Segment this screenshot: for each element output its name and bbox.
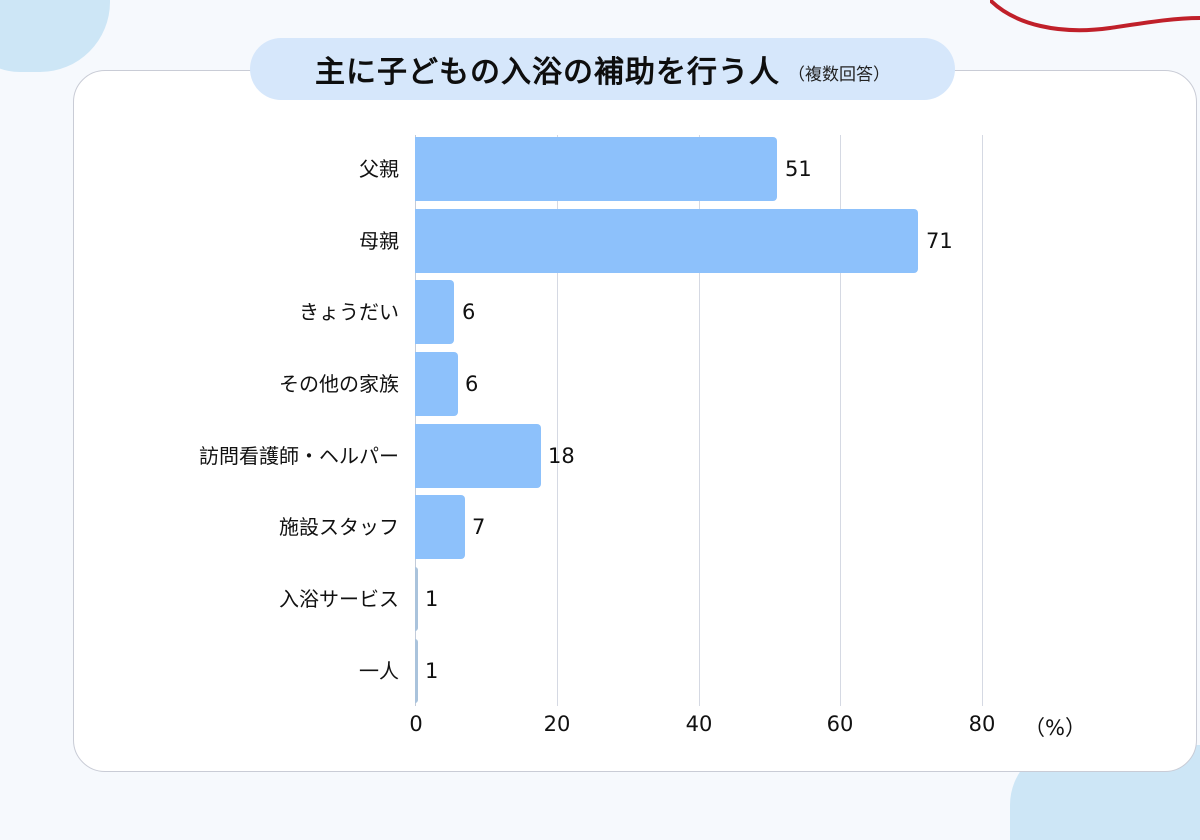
- x-axis-unit-label: （%）: [1024, 716, 1086, 740]
- bar-chart: 父親 51 母親 71 きょうだい 6 その他の家族 6 訪問看護師・ヘルパー …: [0, 135, 1200, 740]
- chart-title-subtitle: （複数回答）: [788, 64, 890, 85]
- value-label: 51: [785, 157, 812, 181]
- category-label: 父親: [359, 157, 399, 181]
- category-label: その他の家族: [279, 372, 399, 396]
- x-tick-label: 60: [826, 712, 854, 736]
- value-label: 6: [462, 300, 476, 324]
- value-label: 1: [425, 659, 439, 683]
- gridline-60: [840, 135, 841, 706]
- value-label: 1: [425, 587, 439, 611]
- bar: [415, 209, 918, 273]
- category-label: 訪問看護師・ヘルパー: [199, 444, 399, 468]
- value-label: 6: [465, 372, 479, 396]
- y-axis-line: [415, 135, 416, 706]
- bar: [415, 280, 454, 344]
- bar-row: 訪問看護師・ヘルパー 18: [0, 424, 1200, 488]
- gridline-80: [982, 135, 983, 706]
- category-label: 母親: [359, 229, 399, 253]
- value-label: 18: [548, 444, 575, 468]
- category-label: 一人: [359, 659, 399, 683]
- bar: [415, 495, 465, 559]
- x-tick-label: 0: [409, 712, 423, 736]
- bar: [415, 424, 541, 488]
- x-tick-label: 80: [968, 712, 996, 736]
- bar: [415, 567, 418, 631]
- bar-row: 母親 71: [0, 209, 1200, 273]
- bar-row: きょうだい 6: [0, 280, 1200, 344]
- x-tick-label: 40: [685, 712, 713, 736]
- bar-row: 父親 51: [0, 137, 1200, 201]
- value-label: 71: [926, 229, 953, 253]
- bar: [415, 639, 418, 703]
- bar-row: 一人 1: [0, 639, 1200, 703]
- bar: [415, 352, 458, 416]
- gridline-20: [557, 135, 558, 706]
- value-label: 7: [472, 515, 486, 539]
- chart-title-main: 主に子どもの入浴の補助を行う人: [315, 55, 780, 90]
- gridline-40: [699, 135, 700, 706]
- bar-row: 入浴サービス 1: [0, 567, 1200, 631]
- bar: [415, 137, 777, 201]
- x-tick-label: 20: [543, 712, 571, 736]
- category-label: きょうだい: [299, 300, 399, 324]
- chart-title: 主に子どもの入浴の補助を行う人 （複数回答）: [250, 38, 955, 100]
- bar-row: 施設スタッフ 7: [0, 495, 1200, 559]
- category-label: 施設スタッフ: [279, 515, 399, 539]
- decorative-red-curve: [990, 0, 1200, 33]
- bar-row: その他の家族 6: [0, 352, 1200, 416]
- category-label: 入浴サービス: [279, 587, 399, 611]
